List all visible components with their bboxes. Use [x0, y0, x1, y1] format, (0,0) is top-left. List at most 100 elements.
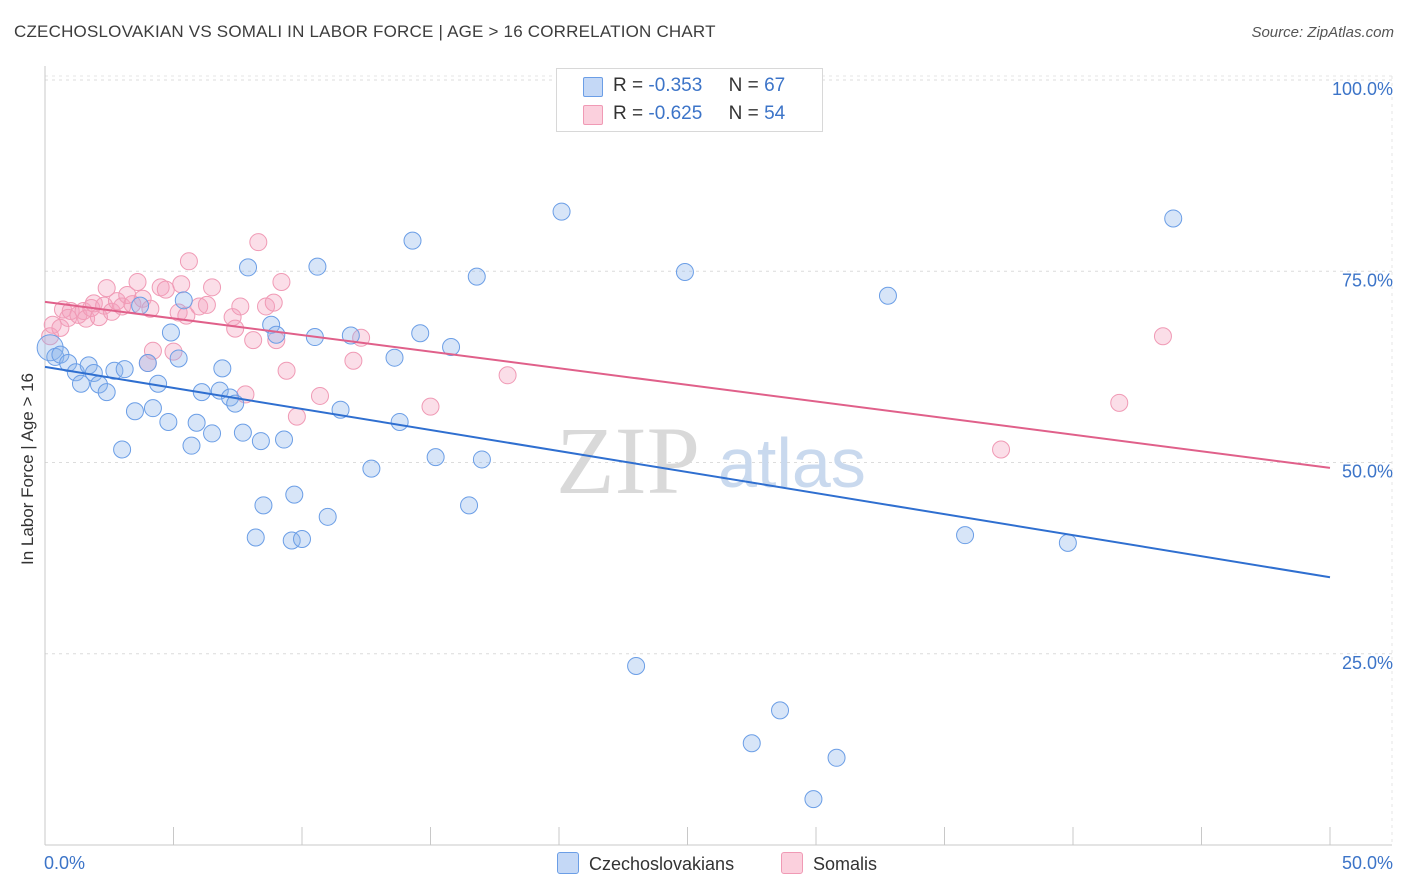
somali-point — [128, 272, 147, 291]
czech-point — [239, 258, 258, 277]
y-tick-label: 75.0% — [1342, 270, 1393, 290]
watermark-atlas: atlas — [718, 424, 866, 502]
czech-point — [36, 334, 64, 362]
bottom-legend-czech: Czechoslovakians — [557, 852, 734, 875]
bottom-legend-label-somali: Somalis — [813, 854, 878, 874]
czech-point — [254, 496, 273, 515]
czech-point — [143, 399, 162, 418]
czech-point — [262, 315, 281, 334]
czech-point — [627, 656, 646, 675]
correlation-legend: R = -0.353 N = 67 R = -0.625 N = 54 — [556, 68, 823, 132]
trend-lines — [44, 300, 1331, 579]
czech-point — [827, 748, 846, 767]
czech-point — [403, 231, 422, 250]
y-tick-label: 100.0% — [1332, 79, 1393, 99]
czech-point — [125, 402, 144, 421]
czech-point — [174, 291, 193, 310]
czech-point — [113, 440, 132, 459]
czech-point — [467, 267, 486, 286]
somali-point — [179, 252, 198, 271]
czech-point — [552, 202, 571, 221]
chart-title: CZECHOSLOVAKIAN VS SOMALI IN LABOR FORCE… — [14, 22, 716, 41]
somali-point — [190, 297, 209, 316]
somali-point — [107, 292, 126, 311]
bottom-legend-swatch-somali — [781, 852, 803, 874]
somali-point — [1153, 327, 1172, 346]
somali-point — [498, 366, 517, 385]
czech-point — [233, 423, 252, 442]
axes — [44, 66, 1392, 846]
czech-point — [385, 348, 404, 367]
czech-point — [293, 530, 311, 548]
somali-point — [156, 280, 175, 299]
czech-point — [318, 507, 337, 526]
legend-swatch-somali — [583, 105, 603, 125]
somali-point — [344, 351, 363, 370]
czech-point — [460, 496, 479, 515]
czech-point — [675, 263, 694, 282]
czech-point — [390, 412, 409, 431]
series-somalis — [41, 233, 1172, 459]
somali-point — [992, 440, 1011, 459]
y-axis-label: In Labor Force | Age > 16 — [18, 372, 37, 565]
czech-point — [1058, 533, 1077, 552]
somali-point — [141, 299, 160, 318]
czech-point — [771, 701, 790, 720]
legend-r-value-somali: -0.625 — [648, 103, 703, 124]
bottom-legend-somali: Somalis — [781, 852, 877, 875]
somali-point — [231, 297, 250, 316]
tick-labels: 25.0% 50.0% 75.0% 100.0% 0.0% 50.0% — [44, 79, 1393, 873]
x-tick-label-end: 50.0% — [1342, 853, 1393, 873]
y-tick-label: 50.0% — [1342, 462, 1393, 482]
somali-point — [118, 285, 137, 304]
somali-point — [97, 279, 116, 298]
legend-n-value-somali: 54 — [764, 103, 786, 124]
czech-point — [472, 450, 491, 469]
legend-n-label: N = — [728, 103, 759, 124]
czech-point — [71, 374, 90, 393]
legend-r-label: R = — [613, 103, 644, 124]
somali-point — [203, 278, 222, 297]
czech-point — [203, 424, 222, 443]
trend-line-somali — [44, 300, 1331, 469]
series-czechoslovakians — [36, 202, 1183, 809]
somali-point — [421, 397, 440, 416]
somali-point — [226, 319, 245, 338]
czech-point — [442, 337, 461, 356]
czech-point — [804, 790, 823, 809]
czech-point — [426, 448, 445, 467]
czech-point — [213, 359, 232, 378]
somali-point — [133, 289, 152, 308]
legend-n-label: N = — [728, 75, 759, 96]
legend-r-value-czech: -0.353 — [648, 75, 703, 96]
czech-point — [308, 257, 327, 276]
grid-lines — [45, 75, 1393, 845]
czech-point — [187, 413, 206, 432]
bottom-legend-label-czech: Czechoslovakians — [589, 854, 735, 874]
somali-point — [1110, 393, 1129, 412]
czech-point — [251, 432, 270, 451]
y-tick-label: 25.0% — [1342, 653, 1393, 673]
czech-point — [159, 412, 178, 431]
czech-point — [275, 430, 294, 449]
czech-point — [115, 360, 134, 379]
legend-n-value-czech: 67 — [764, 75, 786, 96]
watermark-zip: ZIP — [556, 407, 700, 514]
legend-r-label: R = — [613, 75, 644, 96]
legend-swatch-czech — [583, 77, 603, 97]
czech-point — [285, 485, 304, 504]
source-label: Source: ZipAtlas.com — [1251, 24, 1394, 41]
czech-point — [161, 323, 180, 342]
czech-point — [956, 526, 975, 545]
czech-point — [1164, 209, 1183, 228]
watermark: ZIP atlas — [556, 407, 866, 514]
czech-point — [131, 296, 150, 315]
somali-point — [197, 295, 216, 314]
czech-point — [169, 349, 188, 368]
czech-point — [138, 354, 157, 373]
somali-point — [77, 309, 96, 328]
czech-point — [246, 528, 265, 547]
czech-point — [341, 326, 360, 345]
somali-point — [264, 293, 283, 312]
